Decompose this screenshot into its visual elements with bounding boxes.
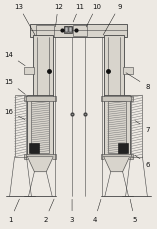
Text: 8: 8 bbox=[126, 74, 150, 90]
Text: 7: 7 bbox=[135, 121, 150, 132]
Text: 9: 9 bbox=[103, 4, 122, 36]
Bar bbox=[24, 154, 56, 159]
Bar bbox=[30, 25, 127, 38]
Bar bbox=[69, 27, 72, 33]
Text: 12: 12 bbox=[54, 4, 63, 28]
Text: 14: 14 bbox=[4, 52, 25, 66]
Text: 16: 16 bbox=[4, 109, 25, 120]
Text: 2: 2 bbox=[43, 199, 54, 222]
Bar bbox=[33, 36, 53, 100]
Polygon shape bbox=[104, 157, 130, 172]
Bar bbox=[104, 96, 130, 157]
Text: 10: 10 bbox=[86, 4, 101, 28]
Text: 15: 15 bbox=[4, 79, 25, 95]
Text: 11: 11 bbox=[73, 4, 84, 23]
Bar bbox=[24, 97, 56, 102]
Text: 3: 3 bbox=[70, 199, 74, 222]
Bar bbox=[118, 143, 127, 153]
Text: 4: 4 bbox=[93, 199, 101, 222]
Bar bbox=[15, 96, 27, 157]
Bar bbox=[108, 102, 126, 153]
Bar bbox=[101, 97, 133, 102]
Bar bbox=[73, 25, 87, 37]
Bar bbox=[101, 154, 133, 159]
Bar bbox=[24, 68, 34, 75]
Polygon shape bbox=[27, 157, 53, 172]
Text: 13: 13 bbox=[14, 4, 35, 36]
Bar bbox=[104, 36, 124, 100]
Text: 5: 5 bbox=[130, 199, 137, 222]
Bar bbox=[31, 102, 49, 153]
Bar bbox=[65, 27, 68, 33]
Bar bbox=[27, 96, 53, 157]
Text: 6: 6 bbox=[135, 156, 150, 167]
Bar bbox=[64, 26, 72, 34]
Bar bbox=[123, 68, 133, 75]
Bar bbox=[36, 25, 54, 37]
Text: 1: 1 bbox=[8, 199, 19, 222]
Bar bbox=[130, 96, 142, 157]
Bar bbox=[30, 143, 39, 153]
